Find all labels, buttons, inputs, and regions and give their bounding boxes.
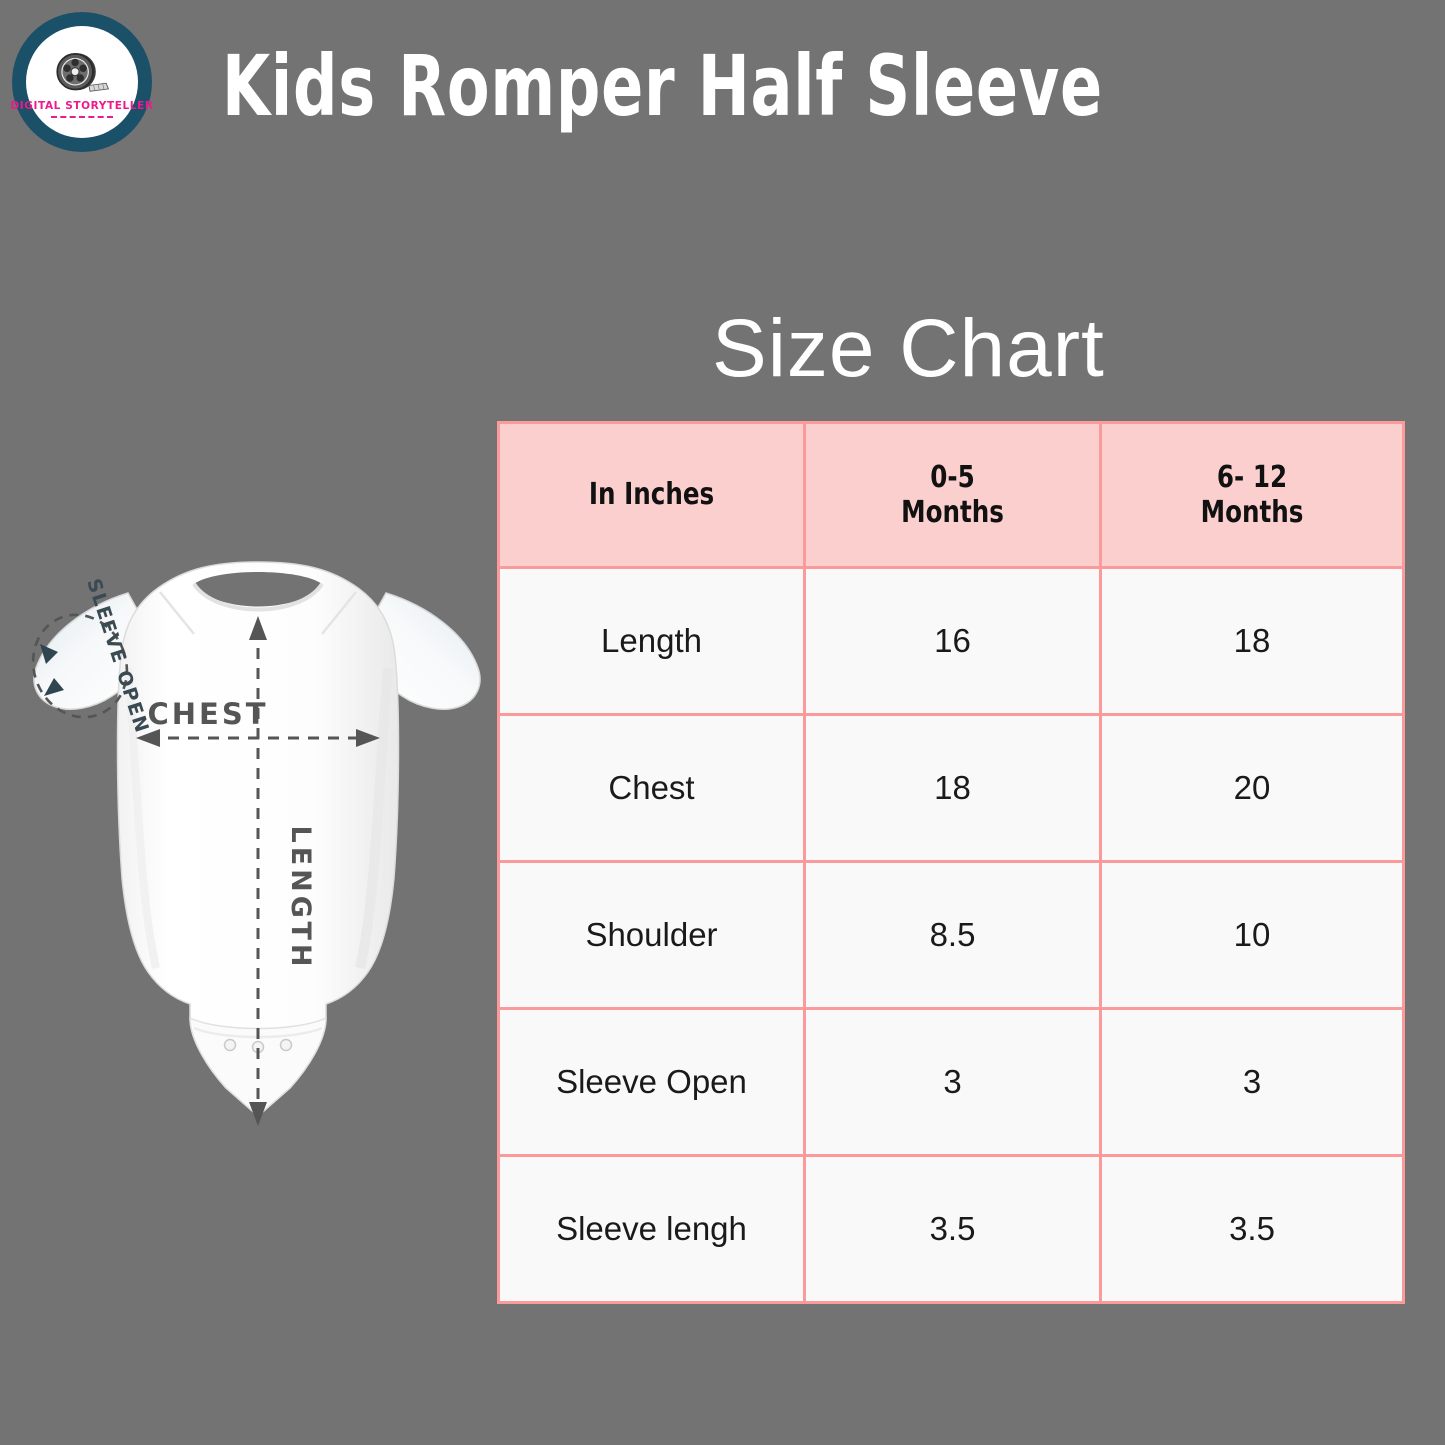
length-arrow-bottom (249, 1102, 267, 1126)
logo-text: DIGITAL STORYTELLER (10, 99, 154, 112)
chest-label: CHEST (147, 697, 268, 731)
measurement-annotations (31, 613, 380, 1126)
table-body: Length 16 18 Chest 18 20 Shoulder 8.5 10… (497, 566, 1405, 1304)
row-label: Shoulder (497, 860, 806, 1010)
row-value-size-2: 3 (1099, 1007, 1405, 1157)
row-label: Sleeve Open (497, 1007, 806, 1157)
section-heading: Size Chart (712, 303, 1105, 394)
header-cell-unit: In Inches (497, 421, 806, 569)
size-chart-table: In Inches 0-5 Months 6- 12 Months Length… (497, 421, 1405, 1304)
table-row: Shoulder 8.5 10 (497, 860, 1405, 1010)
header-size-1-line2: Months (901, 495, 1004, 530)
table-row: Length 16 18 (497, 566, 1405, 716)
snap-button (223, 1038, 237, 1052)
table-row: Chest 18 20 (497, 713, 1405, 863)
row-value-size-1: 3 (803, 1007, 1102, 1157)
header-size-1-line1: 0-5 (930, 459, 975, 495)
brand-logo: DIGITAL STORYTELLER (10, 12, 153, 152)
row-label: Chest (497, 713, 806, 863)
romper-illustration: CHEST LENGTH SLEEVE OPEN (8, 548, 508, 1158)
row-value-size-2: 18 (1099, 566, 1405, 716)
row-label: Length (497, 566, 806, 716)
row-label: Sleeve lengh (497, 1154, 806, 1304)
header-cell-size-1: 0-5 Months (803, 421, 1102, 569)
row-value-size-2: 20 (1099, 713, 1405, 863)
header-size-2-line2: Months (1200, 495, 1304, 530)
table-header-row: In Inches 0-5 Months 6- 12 Months (497, 421, 1405, 569)
length-label: LENGTH (285, 826, 316, 971)
header-cell-size-2: 6- 12 Months (1099, 421, 1405, 569)
chest-arrow-right (356, 729, 380, 747)
sleeve-open-arrow-b (44, 678, 64, 696)
row-value-size-1: 16 (803, 566, 1102, 716)
row-value-size-2: 10 (1099, 860, 1405, 1010)
length-arrow-top (249, 616, 267, 640)
row-value-size-1: 8.5 (803, 860, 1102, 1010)
header-unit-label: In Inches (588, 477, 715, 513)
header-size-2-line1: 6- 12 (1216, 459, 1288, 495)
sleeve-open-dimension-arc (31, 613, 129, 719)
row-value-size-1: 3.5 (803, 1154, 1102, 1304)
film-reel-icon (56, 52, 110, 92)
row-value-size-2: 3.5 (1099, 1154, 1405, 1304)
chest-arrow-left (136, 729, 160, 747)
sleeve-open-arrow-a (40, 644, 58, 664)
row-value-size-1: 18 (803, 713, 1102, 863)
table-row: Sleeve Open 3 3 (497, 1007, 1405, 1157)
page-title: Kids Romper Half Sleeve (222, 37, 1103, 135)
snap-button (279, 1038, 293, 1052)
logo-inner-circle: DIGITAL STORYTELLER (10, 26, 153, 138)
table-row: Sleeve lengh 3.5 3.5 (497, 1154, 1405, 1304)
logo-underline-dash (51, 115, 113, 118)
